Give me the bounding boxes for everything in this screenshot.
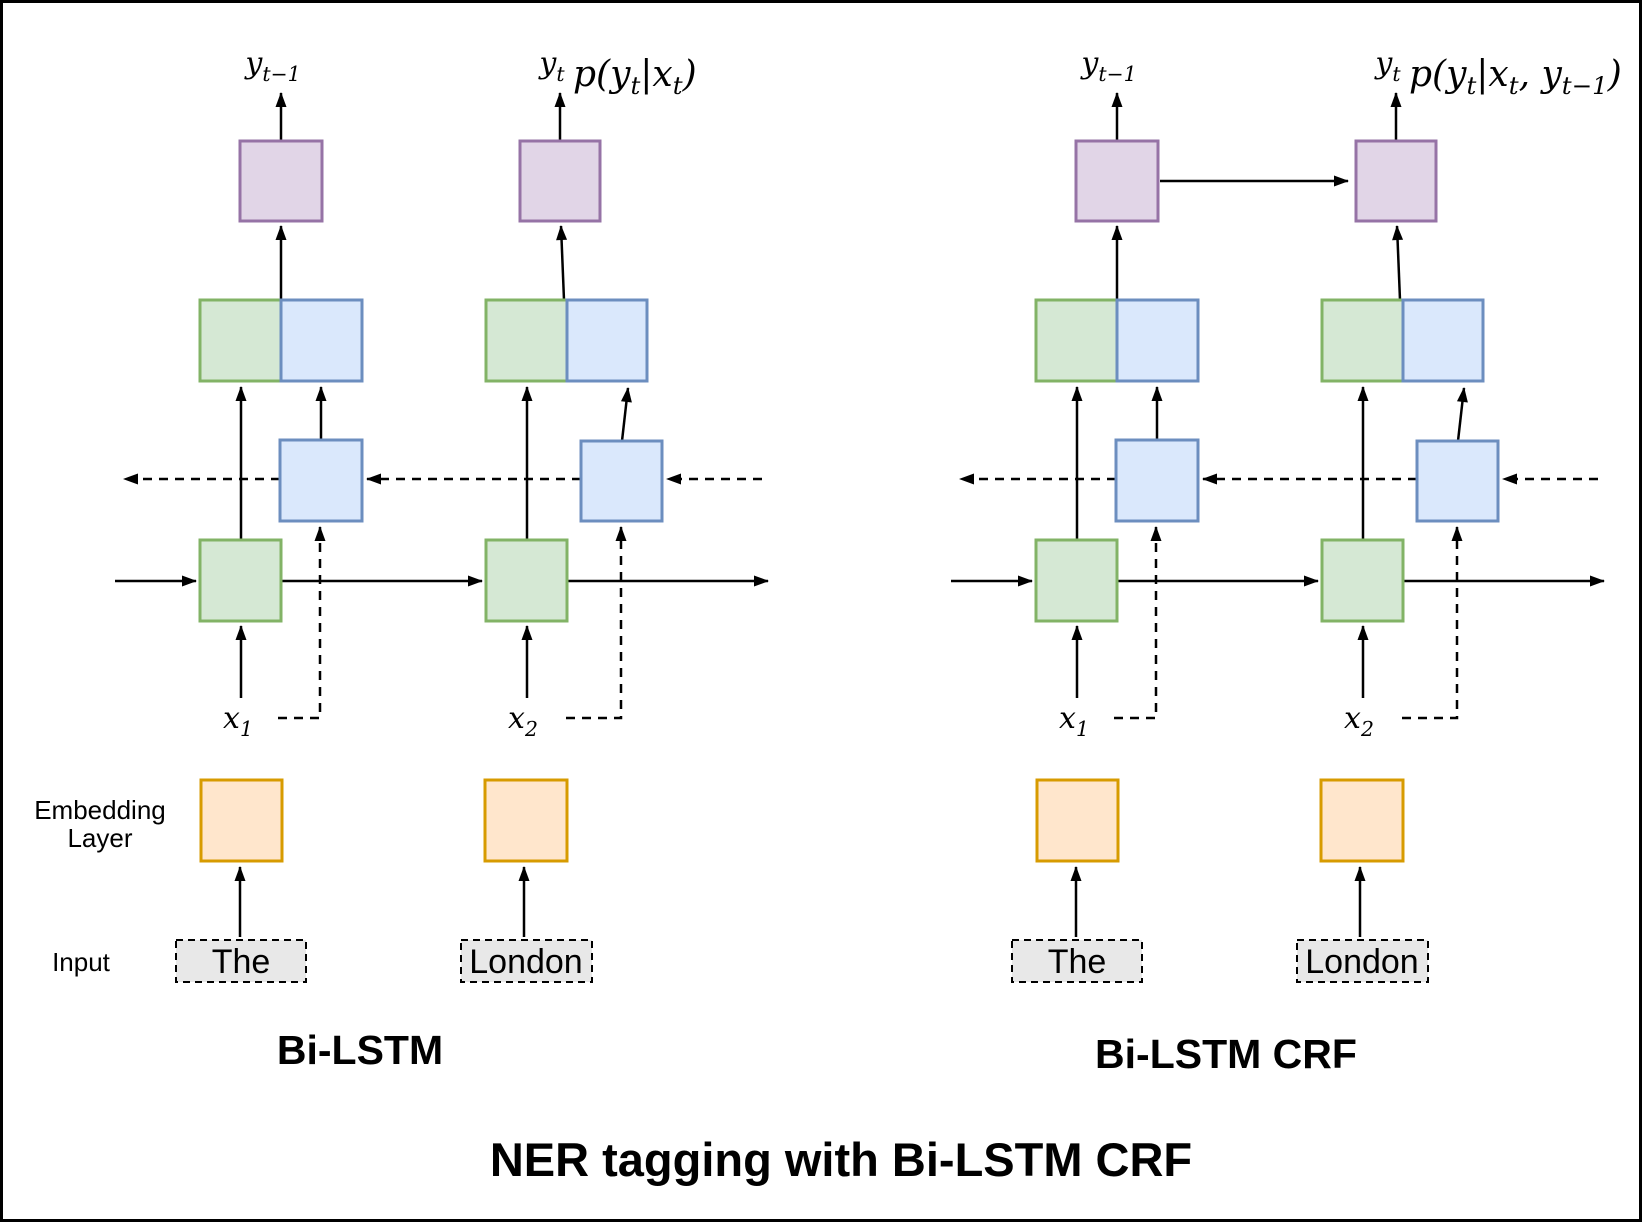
- output-layer-box: [1074, 139, 1160, 223]
- feature-label-x2: x2: [1344, 701, 1374, 741]
- concat-backward-half: [565, 298, 649, 383]
- backward-lstm-cell: [579, 439, 664, 523]
- output-layer-box: [518, 139, 602, 223]
- forward-lstm-cell: [198, 538, 283, 623]
- embedding-layer-label-line2: Layer: [67, 823, 132, 853]
- concat-backward-half: [1115, 298, 1200, 383]
- input-to-backward-arrow: [566, 526, 627, 720]
- output-label-prev: yt−1: [243, 46, 300, 86]
- embedding-box: [199, 778, 284, 863]
- output-label-cur: yt: [1373, 46, 1401, 86]
- feature-label-x2: x2: [508, 701, 538, 741]
- input-to-backward-arrow: [278, 526, 326, 720]
- output-layer-box: [238, 139, 324, 223]
- embedding-box: [1035, 778, 1120, 863]
- output-label-cur: yt: [537, 46, 565, 86]
- backward-lstm-cell: [278, 438, 364, 523]
- input-word-text: The: [1048, 943, 1107, 981]
- bilstm-crf-title: Bi-LSTM CRF: [1095, 1031, 1357, 1077]
- backward-to-concat-arrow: [620, 387, 632, 442]
- forward-lstm-cell: [484, 538, 569, 623]
- concat-to-output-arrow: [1392, 225, 1404, 301]
- forward-lstm-cell: [1034, 538, 1119, 623]
- bilstm-crf-diagram: yt−1 yt p(yt|xt, yt−1) x1 x2 The London: [951, 46, 1622, 983]
- feature-label-x1: x1: [223, 701, 253, 741]
- input-word-box: [1011, 939, 1143, 983]
- embedding-box: [483, 778, 569, 863]
- embedding-box: [1319, 778, 1405, 863]
- input-word-text: London: [1305, 943, 1418, 981]
- bilstm-diagram: yt−1 yt p(yt|xt) x1 x2 The London: [115, 46, 769, 983]
- feature-label-x1: x1: [1059, 701, 1089, 741]
- concat-backward-half: [279, 298, 364, 383]
- concat-to-output-arrow: [556, 225, 568, 301]
- bilstm-title: Bi-LSTM: [277, 1027, 443, 1073]
- output-label-prev: yt−1: [1079, 46, 1136, 86]
- concat-forward-half: [1320, 298, 1405, 383]
- input-word-text: The: [212, 943, 271, 981]
- backward-lstm-cell: [1114, 438, 1200, 523]
- concat-backward-half: [1401, 298, 1485, 383]
- input-word-box: [1296, 939, 1429, 983]
- input-to-backward-arrow: [1114, 526, 1162, 720]
- output-layer-box: [1354, 139, 1438, 223]
- backward-to-concat-arrow: [1456, 387, 1468, 442]
- forward-lstm-cell: [1320, 538, 1405, 623]
- input-to-backward-arrow: [1402, 526, 1463, 720]
- input-word-box: [175, 939, 307, 983]
- embedding-layer-label-line1: Embedding: [34, 795, 166, 825]
- input-word-text: London: [469, 943, 582, 981]
- backward-lstm-cell: [1415, 439, 1500, 523]
- concat-forward-half: [1034, 298, 1119, 383]
- probability-annotation: p(yt|xt): [573, 54, 697, 100]
- input-row-label: Input: [52, 947, 111, 977]
- probability-annotation: p(yt|xt, yt−1): [1409, 54, 1622, 100]
- figure-caption: NER tagging with Bi-LSTM CRF: [490, 1133, 1192, 1186]
- concat-forward-half: [198, 298, 283, 383]
- input-word-box: [460, 939, 593, 983]
- concat-forward-half: [484, 298, 569, 383]
